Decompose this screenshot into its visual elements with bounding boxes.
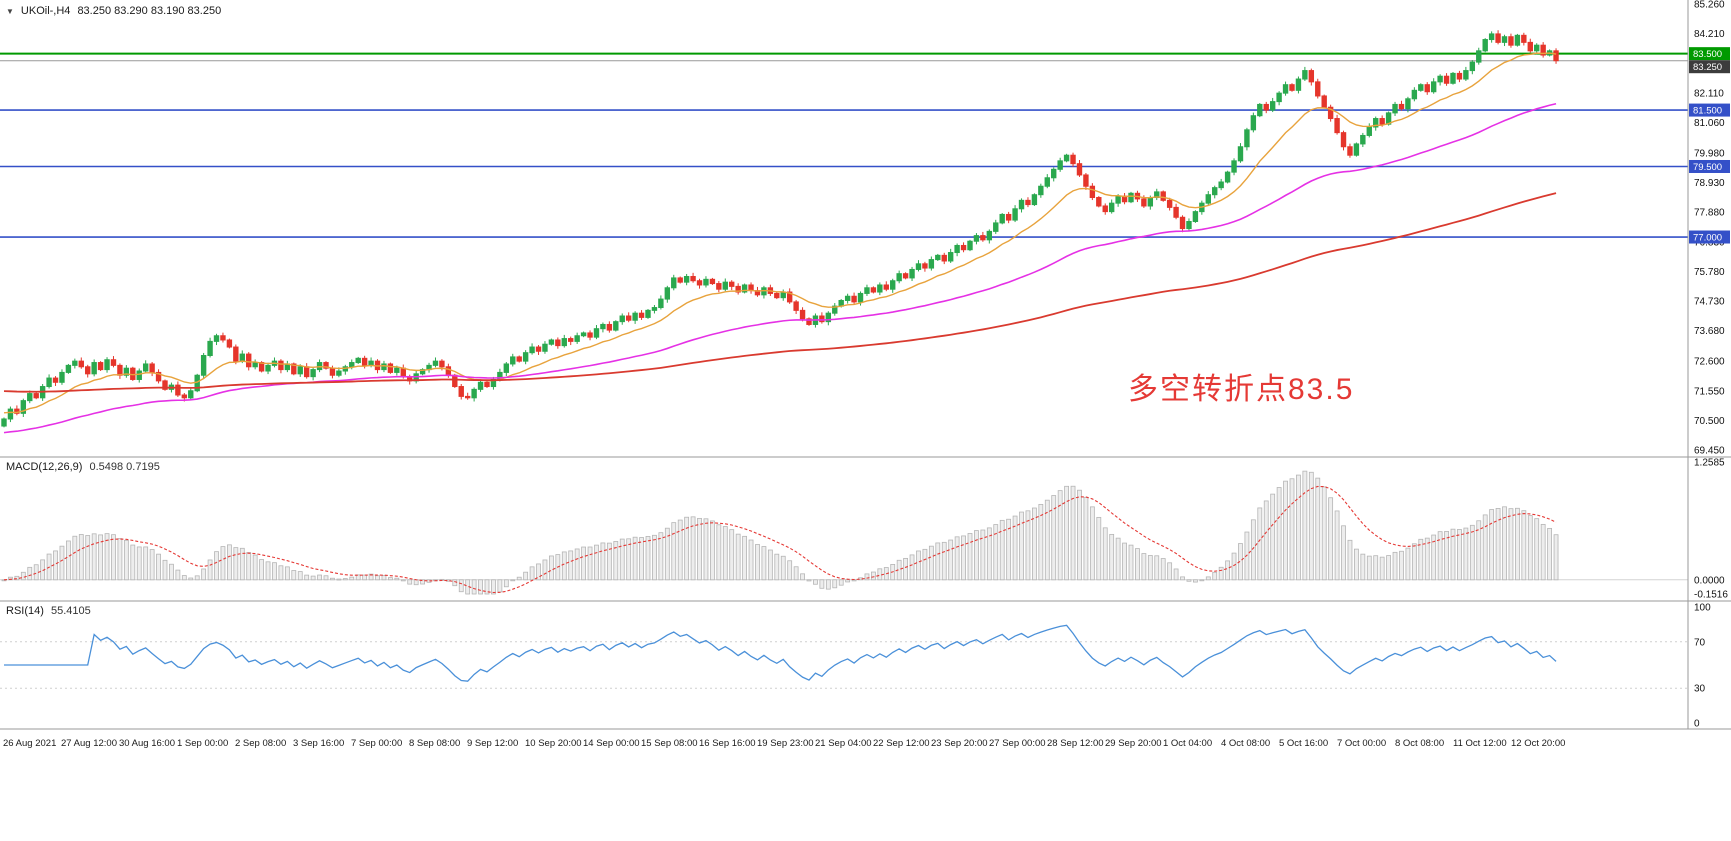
time-axis-label: 28 Sep 12:00 xyxy=(1047,738,1104,749)
time-axis-label: 21 Sep 04:00 xyxy=(815,738,872,749)
price-axis-label: 75.780 xyxy=(1694,267,1725,278)
time-axis-label: 22 Sep 12:00 xyxy=(873,738,930,749)
symbol-timeframe-label: UKOil-,H4 xyxy=(20,5,71,17)
rsi-axis-label: 70 xyxy=(1694,637,1706,648)
time-axis-label: 8 Sep 08:00 xyxy=(409,738,460,749)
time-axis-label: 1 Sep 00:00 xyxy=(177,738,228,749)
time-axis-label: 5 Oct 16:00 xyxy=(1279,738,1328,749)
ohlc-values-label: 83.250 83.290 83.190 83.250 xyxy=(77,5,222,17)
macd-axis-label: 0.0000 xyxy=(1694,575,1725,586)
rsi-axis-label: 30 xyxy=(1694,684,1706,695)
svg-text:77.000: 77.000 xyxy=(1693,233,1722,244)
macd-name: MACD(12,26,9) xyxy=(6,461,83,473)
time-axis-label: 27 Sep 00:00 xyxy=(989,738,1046,749)
time-axis[interactable]: 26 Aug 2021 27 Aug 12:00 30 Aug 16:00 1 Sep… xyxy=(3,738,1565,749)
macd-axis-label: 1.2585 xyxy=(1694,458,1725,469)
svg-text:81.500: 81.500 xyxy=(1693,106,1722,117)
price-axis-label: 81.060 xyxy=(1694,118,1725,129)
time-axis-label: 30 Aug 16:00 xyxy=(119,738,175,749)
price-axis-label: 82.110 xyxy=(1694,88,1724,99)
chart-annotation-text[interactable]: 多空转折点83.5 xyxy=(1128,373,1355,406)
chart-header: ▼ UKOil-,H4 83.250 83.290 83.190 83.250 xyxy=(6,5,221,17)
svg-text:83.500: 83.500 xyxy=(1693,49,1722,60)
time-axis-label: 3 Sep 16:00 xyxy=(293,738,344,749)
time-axis-label: 9 Sep 12:00 xyxy=(467,738,518,749)
time-axis-label: 14 Sep 00:00 xyxy=(583,738,640,749)
svg-text:79.500: 79.500 xyxy=(1693,162,1722,173)
price-axis-label: 73.680 xyxy=(1694,326,1725,337)
time-axis-label: 1 Oct 04:00 xyxy=(1163,738,1212,749)
horizontal-lines[interactable] xyxy=(0,52,1688,238)
price-badge-81.500: 81.500 xyxy=(1689,103,1730,117)
ma-medium-line xyxy=(3,102,1557,434)
price-axis-label: 70.500 xyxy=(1694,416,1725,427)
time-axis-label: 11 Oct 12:00 xyxy=(1453,738,1507,749)
time-axis-label: 16 Sep 16:00 xyxy=(699,738,756,749)
candlestick-series xyxy=(1,30,1559,428)
price-axis-label: 79.980 xyxy=(1694,148,1725,159)
time-axis-label: 23 Sep 20:00 xyxy=(931,738,988,749)
ma-fast-line xyxy=(3,52,1557,414)
macd-panel[interactable]: 1.2585 0.0000 -0.1516 xyxy=(0,458,1728,601)
macd-values: 0.5498 0.7195 xyxy=(89,461,160,473)
rsi-panel[interactable]: 100 70 30 0 xyxy=(0,603,1711,730)
time-axis-label: 10 Sep 20:00 xyxy=(525,738,582,749)
price-axis-label: 72.600 xyxy=(1694,357,1725,368)
rsi-name: RSI(14) xyxy=(6,605,44,617)
rsi-value: 55.4105 xyxy=(50,605,91,617)
time-axis-label: 19 Sep 23:00 xyxy=(757,738,814,749)
time-axis-label: 27 Aug 12:00 xyxy=(61,738,117,749)
price-axis-label: 78.930 xyxy=(1694,178,1725,189)
price-badge-83.500: 83.500 xyxy=(1689,47,1730,61)
svg-text:83.250: 83.250 xyxy=(1693,62,1722,73)
macd-signal-line xyxy=(3,485,1557,594)
price-axis-label: 84.210 xyxy=(1694,29,1725,40)
rsi-axis-label: 100 xyxy=(1694,603,1711,614)
price-badge-77.000: 77.000 xyxy=(1689,230,1730,244)
price-badge-79.500: 79.500 xyxy=(1689,159,1730,173)
time-axis-label: 7 Oct 00:00 xyxy=(1337,738,1386,749)
time-axis-label: 26 Aug 2021 xyxy=(3,738,56,749)
price-axis-label: 69.450 xyxy=(1694,446,1725,457)
price-badge-83.250: 83.250 xyxy=(1689,60,1730,74)
price-axis[interactable]: 85.260 84.210 82.110 81.060 79.980 78.930 77.8… xyxy=(1689,0,1730,457)
price-axis-label: 71.550 xyxy=(1694,386,1725,397)
time-axis-label: 15 Sep 08:00 xyxy=(641,738,698,749)
price-axis-label: 74.730 xyxy=(1694,297,1725,308)
price-axis-label: 85.260 xyxy=(1694,0,1725,11)
macd-indicator-label: MACD(12,26,9) 0.5498 0.7195 xyxy=(6,461,160,473)
rsi-indicator-label: RSI(14) 55.4105 xyxy=(6,605,91,617)
time-axis-label: 12 Oct 20:00 xyxy=(1511,738,1565,749)
time-axis-label: 29 Sep 20:00 xyxy=(1105,738,1162,749)
rsi-axis-label: 0 xyxy=(1694,719,1700,730)
price-axis-label: 77.880 xyxy=(1694,208,1725,219)
time-axis-label: 7 Sep 00:00 xyxy=(351,738,402,749)
collapse-arrow-icon[interactable]: ▼ xyxy=(6,6,14,16)
ma-slow-line xyxy=(3,192,1557,393)
macd-axis-label: -0.1516 xyxy=(1694,590,1728,601)
rsi-line xyxy=(4,624,1557,682)
time-axis-label: 4 Oct 08:00 xyxy=(1221,738,1270,749)
time-axis-label: 2 Sep 08:00 xyxy=(235,738,286,749)
time-axis-label: 8 Oct 08:00 xyxy=(1395,738,1444,749)
